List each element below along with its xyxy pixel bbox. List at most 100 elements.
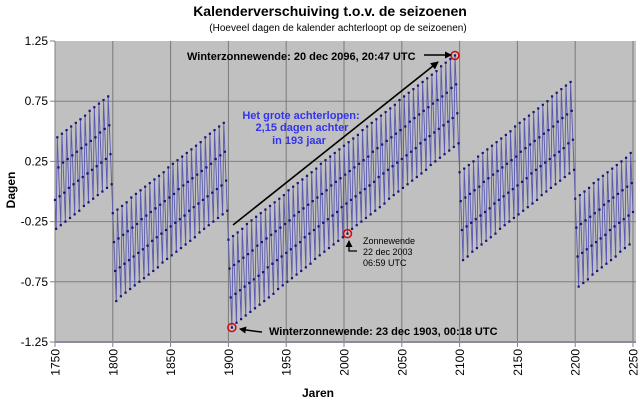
data-point-marker xyxy=(548,157,551,161)
data-point-marker xyxy=(260,240,264,244)
data-point-marker xyxy=(259,212,262,215)
data-point-marker xyxy=(176,159,179,162)
data-point-marker xyxy=(78,209,81,212)
data-point-marker xyxy=(124,291,127,294)
data-point-marker xyxy=(539,165,542,168)
data-point-marker xyxy=(426,77,429,80)
data-point-marker xyxy=(98,131,102,134)
chart-subtitle: (Hoeveel dagen de kalender achterloopt o… xyxy=(209,23,466,34)
data-point-marker xyxy=(74,121,77,124)
highlight-circle-icon xyxy=(227,322,237,333)
data-point-marker xyxy=(177,187,180,191)
data-point-marker xyxy=(505,162,509,165)
data-point-marker xyxy=(79,118,82,121)
data-point-marker xyxy=(364,216,368,220)
data-point-marker xyxy=(96,194,99,197)
data-point-marker xyxy=(194,144,198,147)
data-point-marker xyxy=(493,202,496,205)
data-point-marker xyxy=(253,307,257,310)
data-point-marker xyxy=(530,172,533,175)
data-point-marker xyxy=(250,219,253,222)
data-point-marker xyxy=(408,120,411,123)
data-point-marker xyxy=(307,203,310,206)
data-point-marker xyxy=(412,88,415,91)
data-point-marker xyxy=(215,187,218,191)
data-point-marker xyxy=(377,175,380,179)
data-point-marker xyxy=(309,262,312,265)
data-point-marker xyxy=(135,222,139,226)
data-point-marker xyxy=(223,150,227,153)
data-point-marker xyxy=(449,57,452,61)
data-point-marker xyxy=(172,192,176,196)
data-point-marker xyxy=(316,196,319,199)
data-point-marker xyxy=(93,106,96,109)
data-point-marker xyxy=(479,214,482,217)
data-point-marker xyxy=(61,161,65,164)
data-point-marker xyxy=(606,171,609,174)
data-point-marker xyxy=(199,141,202,144)
data-point-marker xyxy=(111,212,114,215)
data-point-marker xyxy=(279,226,282,229)
data-point-marker xyxy=(184,243,187,246)
data-point-marker xyxy=(369,213,372,216)
data-point-marker xyxy=(266,266,269,269)
data-point-marker xyxy=(324,159,327,162)
y-tick-label: 1.25 xyxy=(25,34,49,48)
data-point-marker xyxy=(354,195,357,198)
data-point-marker xyxy=(361,129,364,132)
data-point-marker xyxy=(85,143,88,146)
data-point-marker xyxy=(349,198,353,202)
data-point-marker xyxy=(619,250,622,253)
data-point-marker xyxy=(267,296,270,299)
data-point-marker xyxy=(65,129,68,132)
data-point-marker xyxy=(509,130,512,133)
data-point-marker xyxy=(366,125,369,128)
data-point-marker xyxy=(268,204,272,208)
data-point-marker xyxy=(334,180,338,183)
data-point-marker xyxy=(114,269,117,273)
data-point-marker xyxy=(396,161,399,164)
data-point-marker xyxy=(95,165,98,168)
x-tick-label: 2150 xyxy=(511,349,525,376)
data-point-marker xyxy=(277,287,280,291)
data-point-marker xyxy=(89,139,92,143)
data-point-marker xyxy=(59,224,62,227)
data-point-marker xyxy=(600,266,603,269)
data-point-marker xyxy=(255,215,258,218)
data-point-marker xyxy=(163,200,166,203)
data-series xyxy=(53,54,635,329)
data-point-marker xyxy=(216,216,220,220)
data-point-marker xyxy=(132,255,135,258)
data-point-marker xyxy=(178,218,181,221)
data-point-marker xyxy=(325,189,328,192)
data-point-marker xyxy=(275,259,279,262)
data-point-marker xyxy=(236,231,239,234)
data-point-marker xyxy=(603,203,606,206)
data-point-marker xyxy=(390,136,393,139)
data-point-marker xyxy=(399,129,402,132)
data-point-marker xyxy=(494,232,497,235)
data-point-marker xyxy=(487,177,490,180)
data-point-marker xyxy=(293,214,296,217)
data-point-marker xyxy=(504,133,507,137)
data-point-marker xyxy=(68,216,72,220)
data-point-marker xyxy=(81,175,84,179)
data-point-marker xyxy=(311,200,314,203)
data-point-marker xyxy=(440,65,443,68)
data-point-marker xyxy=(400,157,403,161)
data-point-marker xyxy=(601,174,605,177)
data-point-marker xyxy=(547,129,550,132)
data-point-marker xyxy=(110,183,113,186)
data-point-marker xyxy=(189,239,192,242)
data-point-marker xyxy=(272,292,275,295)
data-point-marker xyxy=(186,180,190,183)
data-point-marker xyxy=(271,262,274,265)
data-point-marker xyxy=(598,208,601,211)
data-point-marker xyxy=(133,284,136,287)
data-point-marker xyxy=(149,210,153,214)
data-point-marker xyxy=(241,227,244,230)
data-point-marker xyxy=(597,178,600,181)
data-point-marker xyxy=(219,154,222,157)
data-point-marker xyxy=(624,156,628,159)
data-point-marker xyxy=(207,224,210,227)
